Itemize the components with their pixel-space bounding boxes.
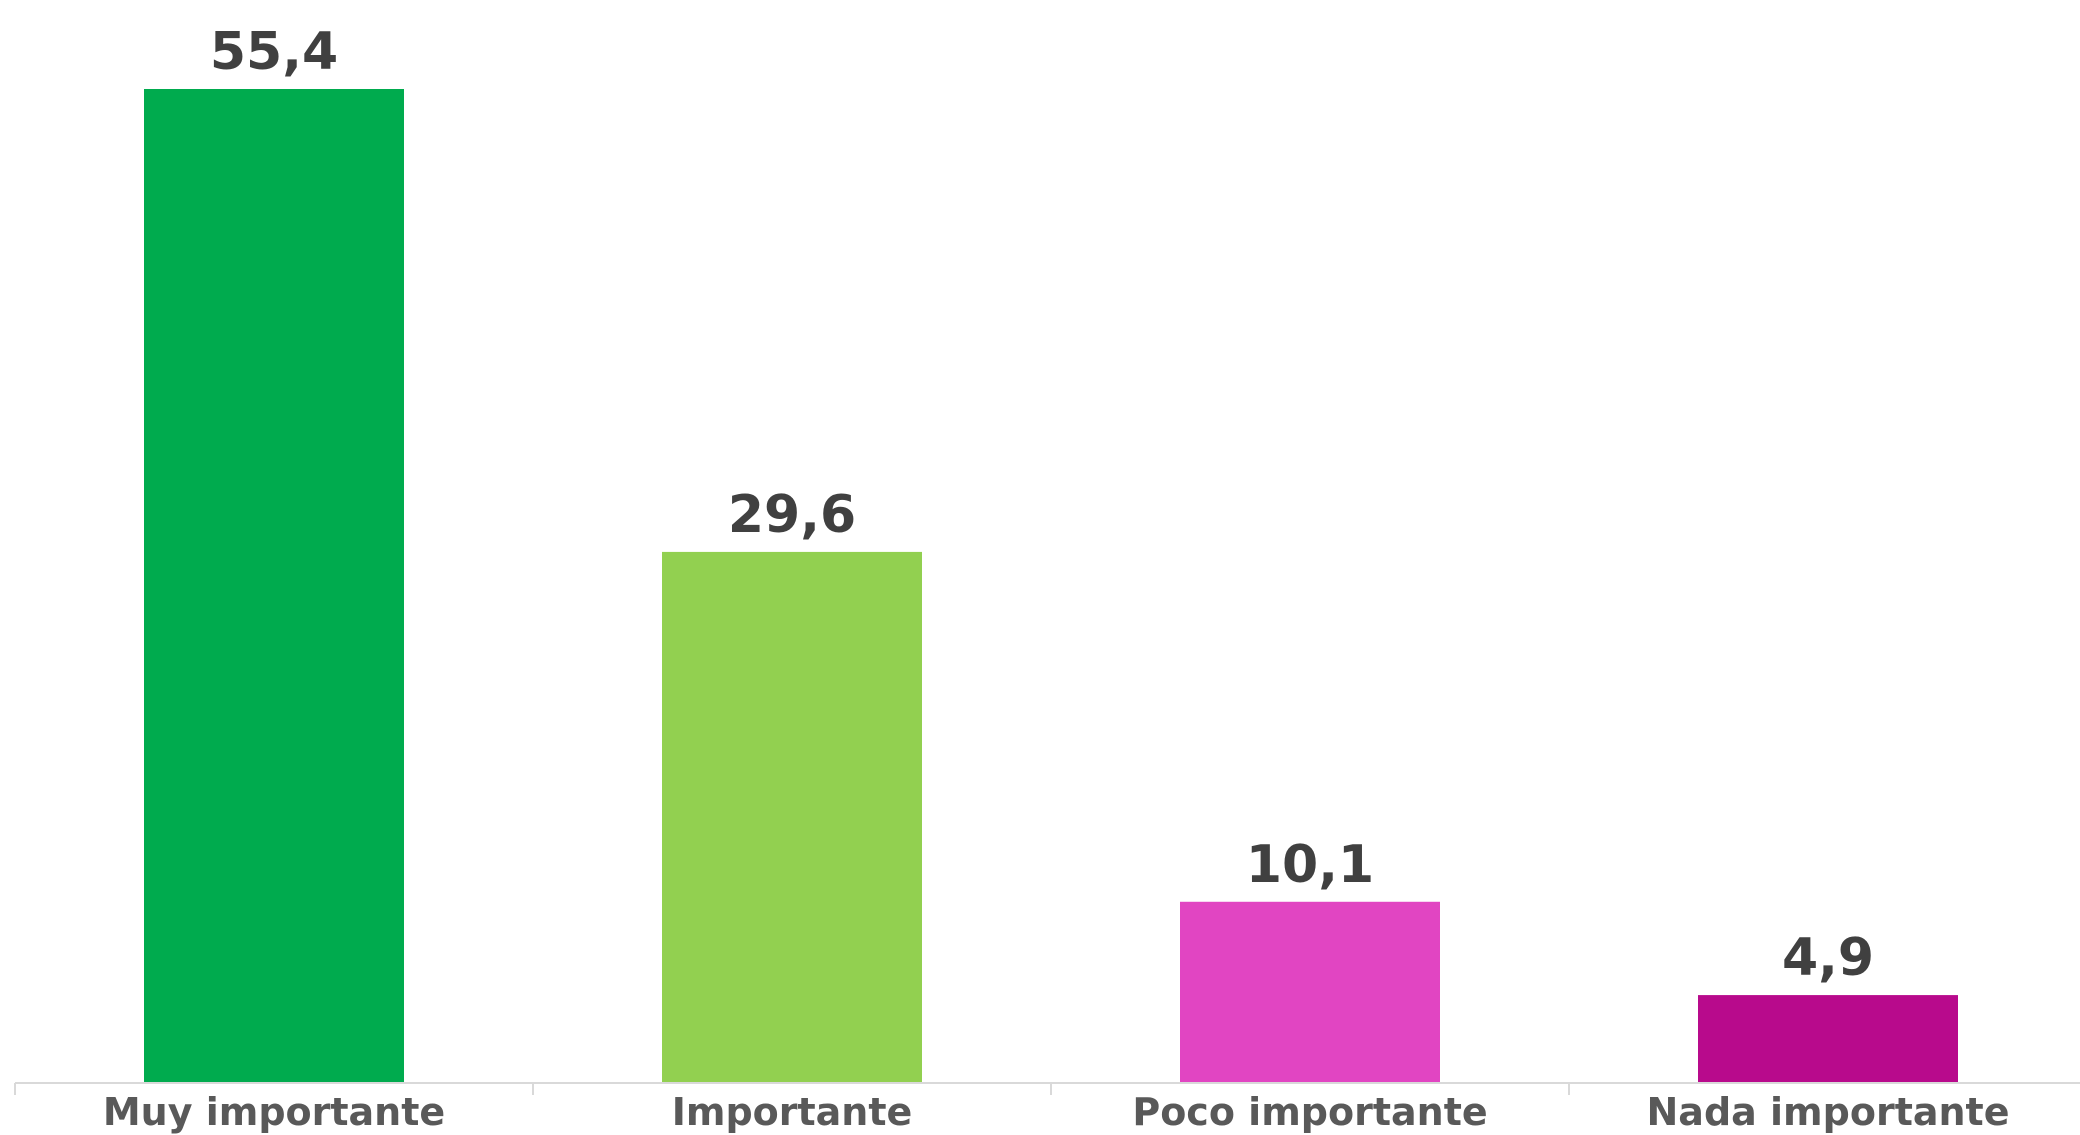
- value-label-poco-importante: 10,1: [1246, 835, 1374, 895]
- category-label-poco-importante: Poco importante: [1132, 1090, 1487, 1134]
- value-label-nada-importante: 4,9: [1782, 928, 1874, 988]
- bar-poco-importante: [1180, 901, 1440, 1083]
- category-label-importante: Importante: [672, 1090, 913, 1134]
- category-label-muy-importante: Muy importante: [103, 1090, 445, 1134]
- bars-group: [144, 89, 1958, 1083]
- category-labels-group: Muy importante Importante Poco importante N…: [103, 1090, 2010, 1134]
- bar-muy-importante: [144, 89, 404, 1083]
- bar-nada-importante: [1698, 995, 1958, 1083]
- value-label-importante: 29,6: [728, 485, 856, 545]
- category-label-nada-importante: Nada importante: [1647, 1090, 2010, 1134]
- x-axis-ticks: [14, 1083, 1570, 1095]
- bar-importante: [662, 551, 922, 1083]
- value-labels-group: 55,4 29,6 10,1 4,9: [210, 22, 1874, 988]
- value-label-muy-importante: 55,4: [210, 22, 338, 82]
